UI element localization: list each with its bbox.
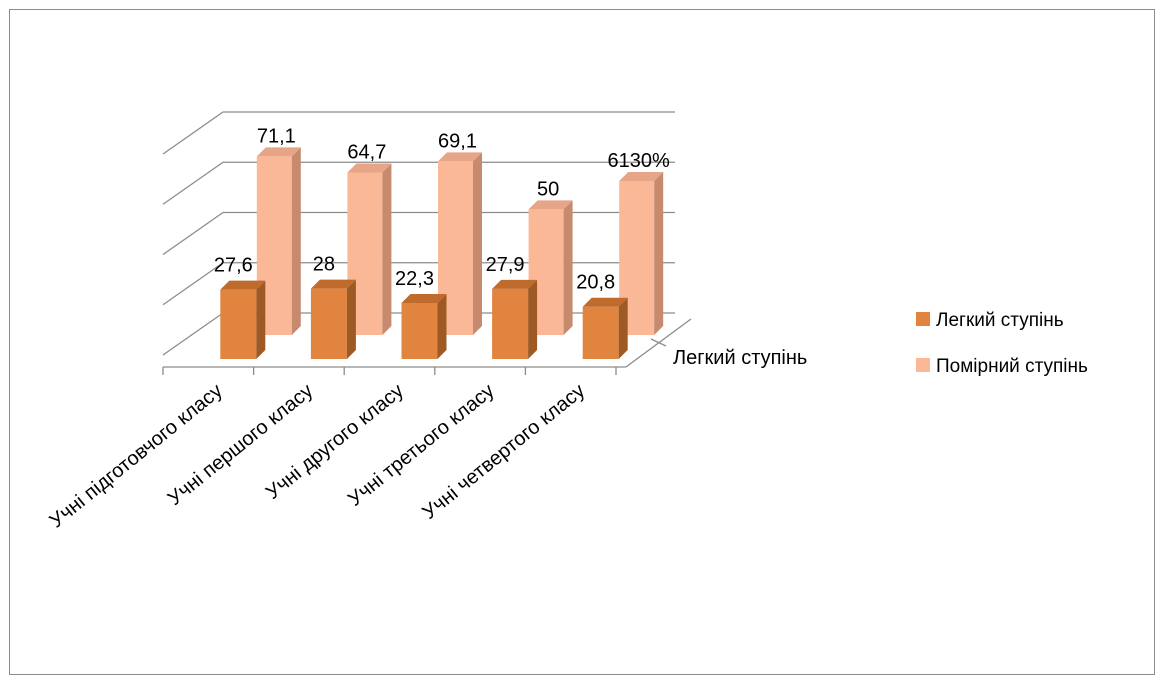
bar-top [492, 279, 538, 289]
legend-item-label: Легкий ступінь [936, 310, 1064, 331]
data-label: 6130% [608, 150, 670, 172]
bar-side [382, 163, 392, 335]
data-label: 50 [537, 178, 559, 200]
bar-side [291, 147, 301, 335]
bars [220, 147, 664, 359]
bar-front [401, 302, 438, 359]
bar-side [528, 279, 538, 359]
data-label: 69,1 [438, 130, 477, 152]
bar-top [256, 147, 301, 157]
bar-top [347, 163, 392, 173]
data-label: 20,8 [576, 272, 615, 294]
category-tick-label: Учні підготовчого класу [46, 380, 227, 533]
bar [401, 293, 447, 359]
bar [582, 297, 628, 359]
bar-front [582, 306, 619, 359]
gridline [162, 211, 675, 256]
bar-side [437, 293, 447, 359]
depth-tick [650, 338, 667, 347]
bar-top [619, 171, 664, 181]
legend: Легкий ступінь Помірний ступінь [916, 310, 1088, 377]
data-label: 27,9 [486, 254, 525, 276]
legend-swatch [916, 358, 930, 372]
bar-side [618, 297, 628, 359]
bar-top [528, 200, 573, 210]
bar [492, 279, 538, 359]
bar-side [346, 279, 356, 359]
bar [220, 280, 266, 359]
data-label: 71,1 [257, 125, 296, 147]
bar-side [256, 280, 266, 359]
bar-front [310, 288, 347, 359]
legend-swatch [916, 312, 930, 326]
bar-front [492, 288, 529, 359]
category-tick-label: Учні четвертого класу [418, 380, 589, 524]
bar-top [220, 280, 266, 290]
category-tick-label: Учні першого класу [164, 380, 318, 510]
data-label: 27,6 [214, 255, 253, 277]
chart-svg: 71,1 64,7 69,1 50 6130% 27,6 28 22,3 27,9 20,8 Уч… [46, 111, 1088, 533]
bar [310, 279, 356, 359]
bar-top [310, 279, 356, 289]
bar-top [438, 152, 482, 162]
data-labels: 71,1 64,7 69,1 50 6130% 27,6 28 22,3 27,9 20,8 [214, 125, 670, 293]
bar [438, 152, 482, 335]
legend-item-label: Помірний ступінь [936, 356, 1088, 377]
gridline [162, 161, 675, 205]
depth-axis-label: Легкий ступінь [673, 347, 807, 369]
data-label: 28 [313, 254, 335, 276]
chart-frame: 71,1 64,7 69,1 50 6130% 27,6 28 22,3 27,9 20,8 Уч… [9, 9, 1155, 675]
bar-top [401, 293, 447, 303]
data-label: 64,7 [347, 141, 386, 163]
gridline [162, 111, 675, 155]
bar-side [654, 171, 664, 335]
gridline [162, 262, 675, 306]
data-label: 22,3 [395, 268, 434, 290]
category-tick-label: Учні третього класу [344, 380, 498, 511]
bar-front [220, 289, 257, 359]
bar-side [563, 200, 573, 335]
bar-top [582, 297, 628, 307]
bar-side [473, 152, 482, 335]
